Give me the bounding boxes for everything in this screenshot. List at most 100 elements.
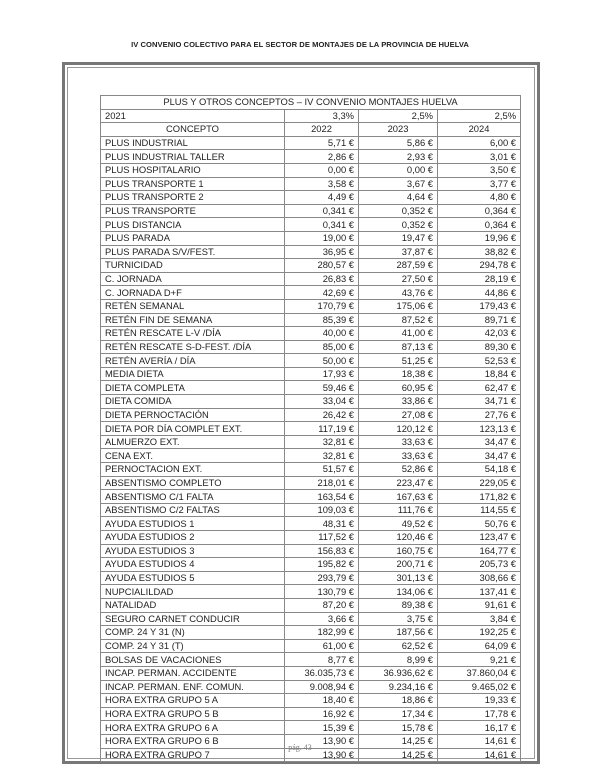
value-cell-2022: 3,66 € xyxy=(284,611,359,627)
value-cell-2022: 170,79 € xyxy=(284,298,359,314)
value-cell-2023: 62,52 € xyxy=(358,638,438,654)
table-row: AYUDA ESTUDIOS 4 195,82 €200,71 €205,73 € xyxy=(100,557,522,572)
value-cell-2022: 42,69 € xyxy=(284,285,359,300)
table-row: PLUS INDUSTRIAL 5,71 €5,86 €6,00 € xyxy=(100,135,522,151)
value-cell-2024: 91,61 € xyxy=(436,597,522,613)
year-header-2023: 2023 xyxy=(358,122,438,137)
value-cell-2022: 19,00 € xyxy=(284,230,359,246)
value-cell-2024: 9.465,02 € xyxy=(436,679,522,695)
value-cell-2022: 218,01 € xyxy=(284,475,359,491)
value-cell-2024: 4,80 € xyxy=(436,190,522,205)
value-cell-2023: 27,08 € xyxy=(358,407,438,423)
table-row: PLUS TRANSPORTE 1 3,58 €3,67 €3,77 € xyxy=(100,176,522,192)
table-row: DIETA PERNOCTACIÓN 26,42 €27,08 €27,76 € xyxy=(100,407,522,423)
year-header-2024: 2024 xyxy=(436,122,522,137)
table-row: PLUS INDUSTRIAL TALLER 2,86 €2,93 €3,01 € xyxy=(100,149,522,164)
concept-cell: DIETA PERNOCTACIÓN xyxy=(100,407,285,423)
concept-cell: TURNICIDAD xyxy=(100,258,285,273)
value-cell-2024: 52,53 € xyxy=(436,353,522,368)
value-cell-2022: 117,52 € xyxy=(284,530,359,545)
value-cell-2023: 51,25 € xyxy=(358,353,438,368)
value-cell-2024: 44,86 € xyxy=(436,285,522,300)
table-row: DIETA COMPLETA 59,46 €60,95 €62,47 € xyxy=(100,380,522,396)
table-row: AYUDA ESTUDIOS 5 293,79 €301,13 €308,66 € xyxy=(100,570,522,586)
table-row: DIETA COMIDA 33,04 €33,86 €34,71 € xyxy=(100,394,522,409)
table-row: PERNOCTACION EXT. 51,57 €52,86 €54,18 € xyxy=(100,462,522,477)
value-cell-2024: 179,43 € xyxy=(436,298,522,314)
concept-cell: PLUS PARADA S/V/FEST. xyxy=(100,244,285,260)
value-cell-2024: 64,09 € xyxy=(436,638,522,654)
value-cell-2023: 187,56 € xyxy=(358,625,438,640)
table-row: DIETA POR DÍA COMPLET EXT. 117,19 €120,12… xyxy=(100,421,522,436)
value-cell-2024: 123,47 € xyxy=(436,530,522,545)
concept-header: CONCEPTO xyxy=(100,122,285,137)
table-row: HORA EXTRA GRUPO 5 A 18,40 €18,86 €19,33 … xyxy=(100,693,522,708)
concept-cell: COMP. 24 Y 31 (N) xyxy=(100,625,285,640)
value-cell-2022: 61,00 € xyxy=(284,638,359,654)
table-row: HORA EXTRA GRUPO 6 A 15,39 €15,78 €16,17 … xyxy=(100,720,522,735)
value-cell-2023: 52,86 € xyxy=(358,462,438,477)
concept-cell: ALMUERZO EXT. xyxy=(100,434,285,450)
concept-cell: HORA EXTRA GRUPO 5 B xyxy=(100,706,285,722)
value-cell-2023: 134,06 € xyxy=(358,584,438,599)
table-row: RETÉN RESCATE L-V /DÍA 40,00 €41,00 €42,0… xyxy=(100,326,522,341)
table-row: AYUDA ESTUDIOS 1 48,31 €49,52 €50,76 € xyxy=(100,516,522,531)
value-cell-2024: 34,71 € xyxy=(436,394,522,409)
value-cell-2023: 120,12 € xyxy=(358,421,438,436)
table-title-row: PLUS Y OTROS CONCEPTOS – IV CONVENIO MON… xyxy=(99,95,522,110)
value-cell-2024: 28,19 € xyxy=(436,271,522,287)
table-row: BOLSAS DE VACACIONES 8,77 €8,99 €9,21 € xyxy=(100,652,522,667)
value-cell-2024: 17,78 € xyxy=(436,706,522,722)
value-cell-2024: 89,71 € xyxy=(436,312,522,328)
concept-cell: PLUS PARADA xyxy=(100,230,285,246)
value-cell-2022: 15,39 € xyxy=(284,720,359,735)
table-row: NUPCIALILDAD 130,79 €134,06 €137,41 € xyxy=(100,584,522,599)
value-cell-2024: 34,47 € xyxy=(436,434,522,450)
table-row: RETÉN SEMANAL 170,79 €175,06 €179,43 € xyxy=(100,298,522,314)
value-cell-2024: 3,84 € xyxy=(436,611,522,627)
increment-row: 2021 3,3% 2,5% 2,5% xyxy=(100,108,522,124)
value-cell-2023: 167,63 € xyxy=(358,489,438,504)
concept-cell: CENA EXT. xyxy=(100,448,285,464)
table-row: PLUS TRANSPORTE 0,341 €0,352 €0,364 € xyxy=(100,203,522,219)
value-cell-2023: 287,59 € xyxy=(358,258,438,273)
value-cell-2022: 36.035,73 € xyxy=(284,665,359,681)
value-cell-2022: 16,92 € xyxy=(284,706,359,722)
value-cell-2023: 87,13 € xyxy=(358,339,438,355)
concept-cell: C. JORNADA D+F xyxy=(100,285,285,300)
value-cell-2024: 123,13 € xyxy=(436,421,522,436)
table-row: PLUS HOSPITALARIO 0,00 €0,00 €3,50 € xyxy=(100,162,522,178)
table-row: HORA EXTRA GRUPO 7 13,90 €14,25 €14,61 € xyxy=(100,747,522,763)
value-cell-2023: 200,71 € xyxy=(358,557,438,572)
table-row: RETÉN RESCATE S-D-FEST. /DÍA 85,00 €87,13… xyxy=(100,339,522,355)
concept-cell: PLUS TRANSPORTE 1 xyxy=(100,176,285,192)
value-cell-2024: 37.860,04 € xyxy=(436,665,522,681)
value-cell-2024: 62,47 € xyxy=(436,380,522,396)
concept-cell: RETÉN AVERÍA / DÍA xyxy=(100,353,285,368)
concept-cell: HORA EXTRA GRUPO 5 A xyxy=(100,693,285,708)
table-row: C. JORNADA 26,83 €27,50 €28,19 € xyxy=(100,271,522,287)
concept-cell: AYUDA ESTUDIOS 2 xyxy=(100,530,285,545)
table-row: INCAP. PERMAN. ENF. COMUN. 9.008,94 €9.23… xyxy=(100,679,522,695)
document-header: IV CONVENIO COLECTIVO PARA EL SECTOR DE … xyxy=(131,40,469,49)
value-cell-2024: 0,364 € xyxy=(436,203,522,219)
concept-cell: AYUDA ESTUDIOS 3 xyxy=(100,543,285,559)
concept-cell: COMP. 24 Y 31 (T) xyxy=(100,638,285,654)
increment-2024: 2,5% xyxy=(436,108,522,124)
value-cell-2024: 6,00 € xyxy=(436,135,522,151)
value-cell-2023: 0,352 € xyxy=(358,217,438,232)
value-cell-2022: 4,49 € xyxy=(284,190,359,205)
concept-cell: DIETA COMPLETA xyxy=(100,380,285,396)
increment-2022: 3,3% xyxy=(284,108,359,124)
concept-cell: NATALIDAD xyxy=(100,597,285,613)
value-cell-2023: 120,46 € xyxy=(358,530,438,545)
value-cell-2024: 34,47 € xyxy=(436,448,522,464)
value-cell-2023: 223,47 € xyxy=(358,475,438,491)
table-row: PLUS PARADA 19,00 €19,47 €19,96 € xyxy=(100,230,522,246)
value-cell-2024: 54,18 € xyxy=(436,462,522,477)
page-number: pág. 43 xyxy=(288,743,312,752)
value-cell-2022: 59,46 € xyxy=(284,380,359,396)
concept-cell: AYUDA ESTUDIOS 5 xyxy=(100,570,285,586)
value-cell-2024: 137,41 € xyxy=(436,584,522,599)
concept-cell: RETÉN RESCATE L-V /DÍA xyxy=(100,326,285,341)
